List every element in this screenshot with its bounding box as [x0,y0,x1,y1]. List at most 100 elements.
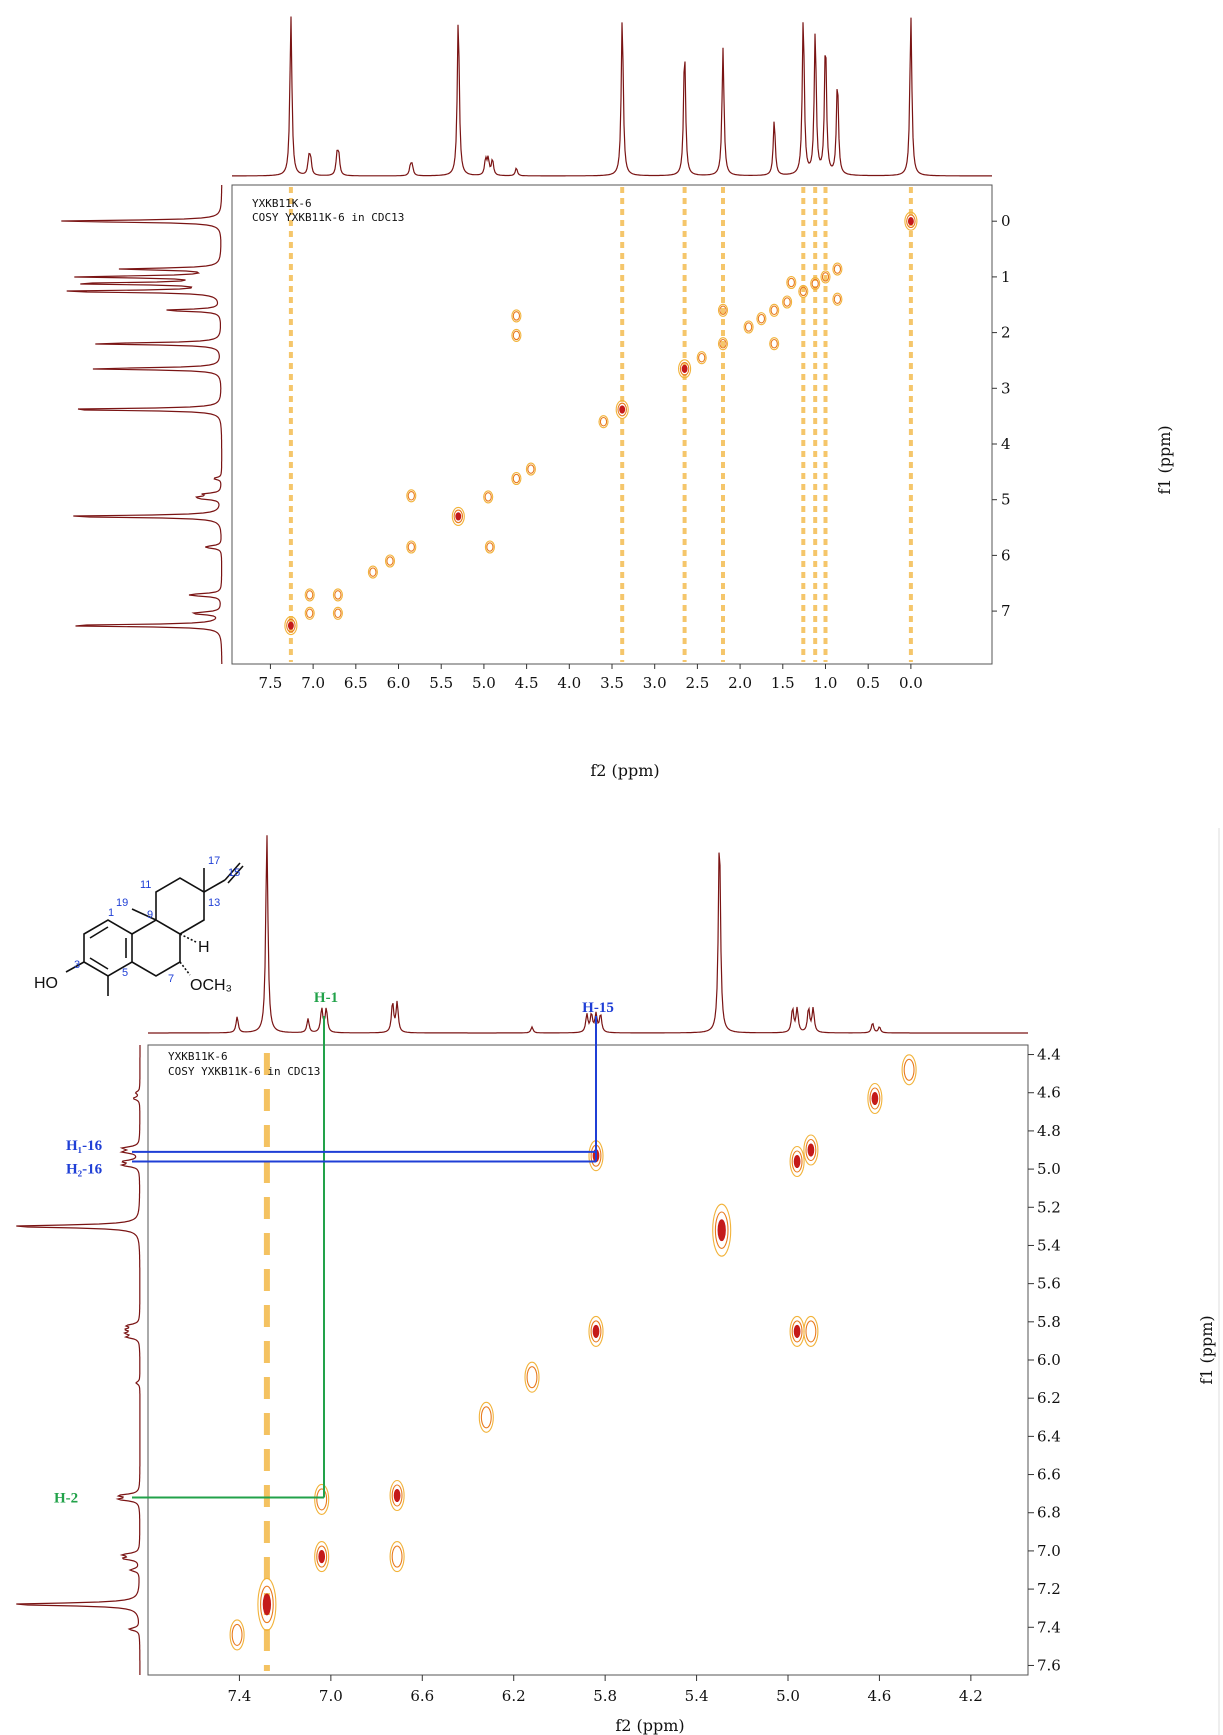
top-x-tick-label: 3.0 [643,674,667,692]
bottom-experiment-label: COSY YXKB11K-6 in CDC13 [168,1065,320,1078]
bottom-cross-peak-3-level-0 [789,1145,805,1178]
bottom-x-tick-label: 7.4 [227,1687,251,1705]
top-diagonal-peak-16-level-1 [757,313,766,324]
top-cross-peak-1-level-0 [332,606,343,620]
top-cross-peak-7-level-0 [769,337,780,351]
top-cross-peak-8-level-1 [833,294,842,304]
top-y-tick-label: 2 [1001,324,1011,342]
top-diagonal-peak-13-level-1 [698,352,706,363]
top-diagonal-peak-5-level-1 [407,542,415,552]
top-x-tick-label: 0.5 [856,674,880,692]
top-diagonal-peak-10-level-0 [598,415,609,429]
structure-number-1: 1 [108,907,114,919]
annotation-h1-16-label: H₁-16 [66,1138,103,1154]
top-cross-peak-3 [484,540,495,554]
bottom-cross-peak-4-level-1 [805,1138,817,1162]
bottom-y-tick-label: 6.8 [1037,1504,1061,1522]
bottom-cross-peak-8 [803,1315,819,1347]
top-cross-peak-7 [769,337,780,351]
bottom-cross-peak-5-level-2 [717,1219,726,1242]
top-cross-peak-5-level-0 [511,309,522,323]
structure-ring-c [155,877,205,935]
bottom-cross-peak-10-level-1 [480,1406,492,1429]
annotation-h15-label: H-15 [582,1000,614,1016]
bottom-cross-peak-11-level-1 [316,1488,328,1511]
top-diagonal-peak-19-level-0 [798,284,809,298]
bottom-cross-peak-14-level-1 [391,1545,403,1568]
top-cross-peak-0-level-0 [304,588,315,602]
top-diagonal-peak-23-level-0 [904,211,918,231]
top-cross-peak-4 [511,328,522,342]
top-cross-peak-1-level-1 [334,608,342,619]
top-diagonal-peak-12-level-2 [681,364,688,373]
bottom-y-tick-label: 5.8 [1037,1313,1061,1331]
top-diagonal-peak-1-level-1 [306,608,314,619]
bottom-contour-plot-area [229,1053,917,1671]
top-diagonal-peak-11 [615,399,629,420]
top-cross-peak-9-level-1 [787,277,795,288]
bottom-cross-peak-12 [389,1479,405,1512]
structure-number-3: 3 [74,959,80,971]
top-diagonal-peak-11-level-0 [615,399,629,420]
bottom-cross-peak-4 [803,1134,819,1166]
bottom-cross-peak-1 [867,1082,883,1115]
top-diagonal-peak-1-level-0 [304,606,315,620]
bottom-x-tick-label: 6.6 [410,1687,434,1705]
top-diagonal-peak-0-level-1 [286,618,296,633]
top-diagonal-peak-10-level-1 [599,416,608,427]
top-diagonal-peak-21 [820,270,831,284]
bottom-cross-peak-3 [789,1145,805,1178]
top-cross-peak-6-level-1 [719,305,727,316]
bottom-y-tick-label: 5.0 [1037,1160,1061,1178]
top-diagonal-peak-21-level-0 [820,270,831,284]
bottom-cross-peak-14 [389,1541,405,1573]
top-cross-peak-8-level-0 [832,292,843,306]
bottom-y-tick-label: 7.2 [1037,1580,1061,1598]
top-diagonal-peak-9-level-0 [525,462,536,476]
top-diagonal-peak-18 [782,295,793,309]
top-cosy-panel: 7.5 7.0 6.5 6.0 5.5 5.0 4.5 4.0 3.5 3.0 2.5 2.0 1.5 1… [61,16,1174,780]
chemical-structure-drawing [65,862,244,996]
top-diagonal-peak-12 [678,359,692,379]
top-diagonal-peak-22 [832,262,843,276]
bottom-x-tick-label: 4.2 [959,1687,983,1705]
bottom-cross-peak-14-level-0 [389,1541,405,1573]
bottom-cross-peak-6-level-2 [592,1324,600,1338]
structure-ho-label: HO [34,975,58,992]
bottom-y-tick-label: 6.2 [1037,1389,1061,1407]
structure-number-19: 19 [116,897,128,909]
top-x-tick-label: 7.0 [301,674,325,692]
bottom-cross-peak-4-level-2 [807,1143,815,1157]
top-diagonal-peak-14-level-0 [717,337,729,351]
top-diagonal-peak-14 [717,337,729,351]
bottom-y-tick-label: 4.6 [1037,1084,1061,1102]
bottom-x-axis: 7.4 7.0 6.6 6.2 5.8 5.4 5.0 4.6 4.2 [227,1675,983,1705]
top-diagonal-peak-8-level-0 [511,471,522,486]
bottom-cross-peak-7-level-2 [793,1324,801,1338]
bottom-y-axis: 4.4 4.6 4.8 5.0 5.2 5.4 5.6 5.8 6.0 6.2 6.4 6.6 6.8 7… [1028,1046,1061,1674]
top-cross-peak-2-level-0 [406,489,417,503]
top-diagonal-peak-5 [406,540,417,554]
top-diagonal-peak-3-level-0 [367,565,378,579]
bottom-y-axis-title: f1 (ppm) [1197,1315,1216,1384]
correlation-annotations: H-1 H-15 H₁-16 H₂-16 H-2 [54,990,614,1506]
bottom-cross-peak-6-level-1 [590,1320,602,1343]
top-diagonal-peak-13-level-0 [696,351,707,365]
top-diagonal-peak-2 [332,588,343,602]
top-x-tick-label: 4.0 [557,674,581,692]
top-experiment-label: COSY YXKB11K-6 in CDC13 [252,211,404,224]
annotation-h2-16-label: H₂-16 [66,1161,103,1177]
bottom-plot-frame [147,1044,1029,1676]
structure-vinyl-bond-2 [224,862,241,881]
bottom-cross-peak-12-level-1 [391,1484,403,1507]
bottom-y-tick-label: 4.4 [1037,1046,1061,1064]
bottom-cross-peak-13-level-0 [314,1541,330,1573]
bottom-cross-peak-16-level-0 [229,1619,245,1651]
top-y-axis-title: f1 (ppm) [1155,425,1174,494]
bottom-y-tick-label: 7.6 [1037,1656,1061,1674]
top-diagonal-peak-10 [598,415,609,429]
bottom-cross-peak-13-level-2 [318,1550,326,1564]
top-y-tick-label: 0 [1001,212,1011,230]
top-x-tick-label: 2.0 [728,674,752,692]
structure-number-13: 13 [208,897,220,909]
